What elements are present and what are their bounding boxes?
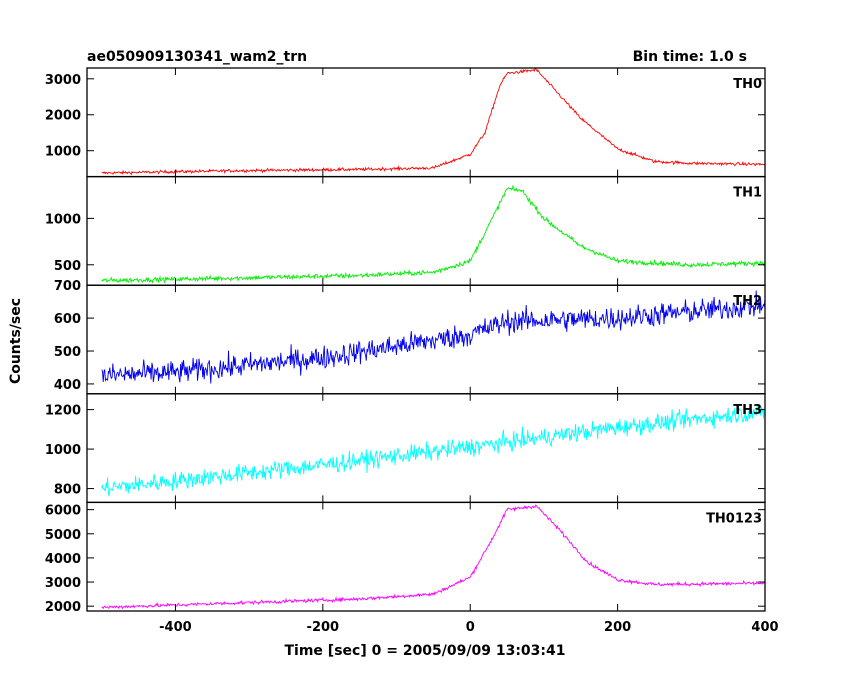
panel-frame	[86, 67, 766, 178]
y-tick-label: 3000	[45, 576, 81, 591]
y-tick-label: 800	[54, 483, 81, 498]
y-tick-label: 3000	[45, 73, 81, 88]
y-tick-label: 1200	[45, 404, 81, 419]
panel-th0123: 2000 3000 4000 5000 6000 TH0123	[45, 501, 766, 615]
panels-group: 1000 2000 3000 TH0 500 1000 TH1 400 500 600 700 TH2…	[45, 67, 766, 615]
panel-label-th0: TH0	[733, 77, 762, 92]
x-tick-label: 400	[751, 620, 778, 635]
y-tick-label: 4000	[45, 552, 81, 567]
y-tick-label: 2000	[45, 109, 81, 124]
series-line-th0	[101, 68, 766, 176]
panel-th2: 400 500 600 700 TH2	[54, 279, 766, 395]
x-axis-label: Time [sec] 0 = 2005/09/09 13:03:41	[285, 643, 566, 659]
chart-title-left: ae050909130341_wam2_trn	[87, 49, 307, 65]
panel-label-th1: TH1	[733, 186, 762, 201]
series-line-th3	[101, 404, 766, 497]
panel-th3: 800 1000 1200 TH3	[45, 393, 766, 504]
y-tick-label: 2000	[45, 600, 81, 615]
panel-label-th0123: TH0123	[706, 511, 762, 526]
y-tick-label: 5000	[45, 528, 81, 543]
y-tick-label: 500	[54, 345, 81, 360]
y-tick-label: 600	[54, 312, 81, 327]
y-tick-label: 500	[54, 259, 81, 274]
y-axis-label: Counts/sec	[8, 298, 24, 384]
panel-label-th3: TH3	[733, 403, 762, 418]
series-line-th2	[101, 290, 766, 384]
panel-label-th2: TH2	[733, 294, 762, 309]
series-line-th1	[101, 184, 766, 284]
x-axis: -400 -200 0 200 400	[159, 620, 778, 635]
y-tick-label: 700	[54, 279, 81, 294]
x-tick-label: -200	[307, 620, 340, 635]
x-tick-label: -400	[159, 620, 192, 635]
panel-frame	[86, 175, 766, 286]
panel-th1: 500 1000 TH1	[45, 175, 766, 286]
panel-th0: 1000 2000 3000 TH0	[45, 67, 766, 178]
x-tick-label: 0	[466, 620, 475, 635]
y-tick-label: 1000	[45, 212, 81, 227]
y-tick-label: 1000	[45, 145, 81, 160]
panel-frame	[86, 501, 766, 612]
series-line-th0123	[101, 504, 766, 610]
chart-title-right: Bin time: 1.0 s	[633, 49, 747, 65]
x-tick-label: 200	[604, 620, 631, 635]
y-tick-label: 1000	[45, 443, 81, 458]
y-tick-label: 400	[54, 378, 81, 393]
y-tick-label: 6000	[45, 504, 81, 519]
